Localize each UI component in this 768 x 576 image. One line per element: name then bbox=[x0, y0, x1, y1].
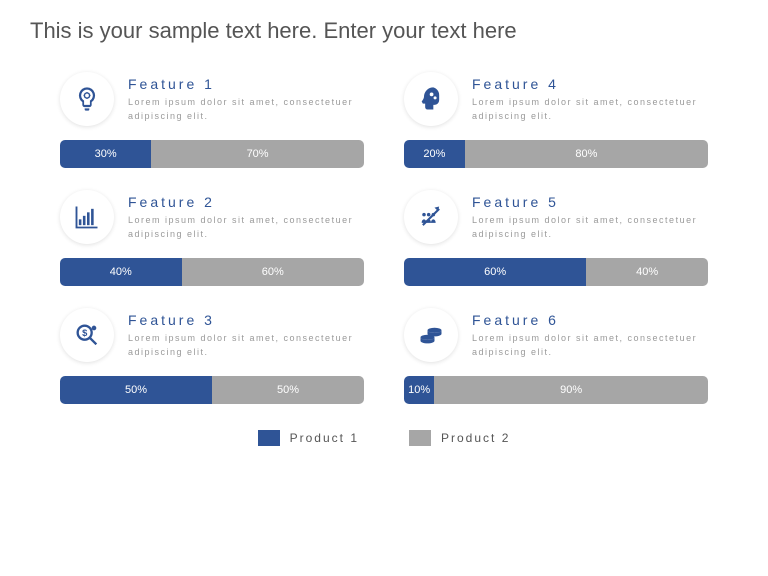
feature-header: Feature 1 Lorem ipsum dolor sit amet, con… bbox=[60, 72, 364, 126]
feature-header: Feature 3 Lorem ipsum dolor sit amet, con… bbox=[60, 308, 364, 362]
bar-segment-product2: 60% bbox=[182, 258, 364, 286]
feature-title: Feature 1 bbox=[128, 76, 364, 92]
bar-segment-product2: 90% bbox=[434, 376, 708, 404]
feature-card: Feature 3 Lorem ipsum dolor sit amet, con… bbox=[60, 308, 364, 404]
bar-segment-product2: 40% bbox=[586, 258, 708, 286]
feature-text: Feature 6 Lorem ipsum dolor sit amet, con… bbox=[472, 308, 708, 359]
feature-text: Feature 1 Lorem ipsum dolor sit amet, con… bbox=[128, 72, 364, 123]
bar-segment-product1: 60% bbox=[404, 258, 586, 286]
legend-swatch bbox=[409, 430, 431, 446]
feature-header: Feature 4 Lorem ipsum dolor sit amet, con… bbox=[404, 72, 708, 126]
legend-item: Product 1 bbox=[258, 430, 359, 446]
feature-card: Feature 5 Lorem ipsum dolor sit amet, con… bbox=[404, 190, 708, 286]
coins-icon bbox=[404, 308, 458, 362]
comparison-bar: 20%80% bbox=[404, 140, 708, 168]
head-gears-icon bbox=[404, 72, 458, 126]
feature-text: Feature 3 Lorem ipsum dolor sit amet, con… bbox=[128, 308, 364, 359]
bar-segment-product2: 50% bbox=[212, 376, 364, 404]
feature-text: Feature 2 Lorem ipsum dolor sit amet, con… bbox=[128, 190, 364, 241]
comparison-bar: 40%60% bbox=[60, 258, 364, 286]
people-arrow-icon bbox=[404, 190, 458, 244]
bar-segment-product1: 30% bbox=[60, 140, 151, 168]
feature-card: Feature 4 Lorem ipsum dolor sit amet, con… bbox=[404, 72, 708, 168]
comparison-bar: 60%40% bbox=[404, 258, 708, 286]
features-grid: Feature 1 Lorem ipsum dolor sit amet, con… bbox=[30, 72, 738, 404]
legend-item: Product 2 bbox=[409, 430, 510, 446]
bar-chart-icon bbox=[60, 190, 114, 244]
feature-header: Feature 6 Lorem ipsum dolor sit amet, con… bbox=[404, 308, 708, 362]
feature-description: Lorem ipsum dolor sit amet, consectetuer… bbox=[472, 214, 708, 241]
legend-label: Product 1 bbox=[290, 431, 359, 445]
feature-header: Feature 5 Lorem ipsum dolor sit amet, con… bbox=[404, 190, 708, 244]
feature-description: Lorem ipsum dolor sit amet, consectetuer… bbox=[128, 332, 364, 359]
feature-card: Feature 2 Lorem ipsum dolor sit amet, con… bbox=[60, 190, 364, 286]
bar-segment-product1: 20% bbox=[404, 140, 465, 168]
feature-description: Lorem ipsum dolor sit amet, consectetuer… bbox=[472, 332, 708, 359]
feature-description: Lorem ipsum dolor sit amet, consectetuer… bbox=[128, 214, 364, 241]
bar-segment-product1: 10% bbox=[404, 376, 434, 404]
bar-segment-product1: 50% bbox=[60, 376, 212, 404]
feature-card: Feature 1 Lorem ipsum dolor sit amet, con… bbox=[60, 72, 364, 168]
feature-title: Feature 5 bbox=[472, 194, 708, 210]
legend-label: Product 2 bbox=[441, 431, 510, 445]
lightbulb-gear-icon bbox=[60, 72, 114, 126]
legend-swatch bbox=[258, 430, 280, 446]
comparison-bar: 10%90% bbox=[404, 376, 708, 404]
feature-description: Lorem ipsum dolor sit amet, consectetuer… bbox=[128, 96, 364, 123]
legend: Product 1 Product 2 bbox=[30, 430, 738, 446]
feature-title: Feature 6 bbox=[472, 312, 708, 328]
feature-text: Feature 4 Lorem ipsum dolor sit amet, con… bbox=[472, 72, 708, 123]
bar-segment-product2: 70% bbox=[151, 140, 364, 168]
page-title: This is your sample text here. Enter you… bbox=[30, 18, 738, 44]
search-money-icon bbox=[60, 308, 114, 362]
feature-card: Feature 6 Lorem ipsum dolor sit amet, con… bbox=[404, 308, 708, 404]
feature-text: Feature 5 Lorem ipsum dolor sit amet, con… bbox=[472, 190, 708, 241]
comparison-bar: 30%70% bbox=[60, 140, 364, 168]
feature-description: Lorem ipsum dolor sit amet, consectetuer… bbox=[472, 96, 708, 123]
feature-title: Feature 2 bbox=[128, 194, 364, 210]
feature-title: Feature 3 bbox=[128, 312, 364, 328]
feature-header: Feature 2 Lorem ipsum dolor sit amet, con… bbox=[60, 190, 364, 244]
feature-title: Feature 4 bbox=[472, 76, 708, 92]
bar-segment-product2: 80% bbox=[465, 140, 708, 168]
bar-segment-product1: 40% bbox=[60, 258, 182, 286]
comparison-bar: 50%50% bbox=[60, 376, 364, 404]
